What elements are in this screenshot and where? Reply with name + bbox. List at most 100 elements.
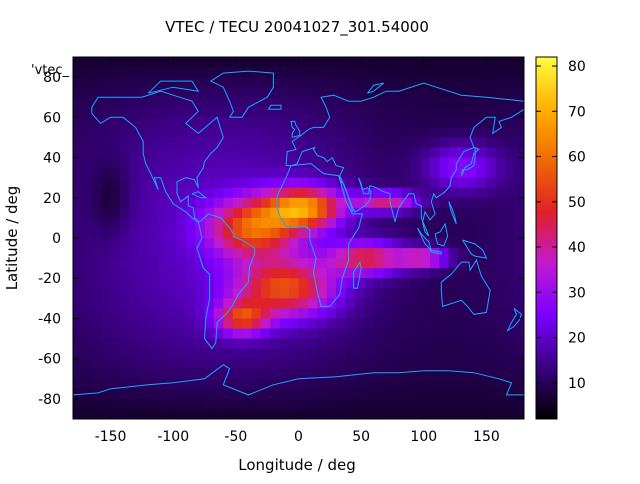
heatmap-cell — [176, 248, 187, 259]
heatmap-cell — [420, 338, 431, 350]
heatmap-cell — [401, 328, 412, 339]
heatmap-cell — [373, 117, 384, 128]
heatmap-cell — [213, 207, 224, 219]
heatmap-cell — [138, 238, 149, 249]
heatmap-cell — [486, 77, 497, 88]
heatmap-cell — [223, 117, 234, 128]
heatmap-cell — [260, 167, 271, 179]
heatmap-cell — [477, 288, 487, 299]
heatmap-cell — [364, 207, 375, 219]
heatmap-cell — [289, 368, 299, 380]
heatmap-cell — [73, 328, 83, 339]
heatmap-cell — [401, 248, 412, 259]
heatmap-cell — [373, 187, 384, 199]
heatmap-cell — [289, 318, 299, 329]
heatmap-cell — [101, 177, 111, 189]
heatmap-cell — [467, 338, 478, 350]
heatmap-cell — [91, 97, 102, 108]
heatmap-cell — [120, 398, 130, 410]
heatmap-cell — [420, 238, 431, 249]
heatmap-cell — [373, 288, 384, 299]
heatmap-cell — [82, 77, 93, 88]
heatmap-cell — [383, 358, 393, 370]
heatmap-cell — [401, 338, 412, 350]
heatmap-cell — [373, 388, 384, 400]
heatmap-cell — [289, 338, 299, 350]
heatmap-cell — [204, 77, 215, 88]
heatmap-cell — [167, 217, 177, 229]
heatmap-cell — [289, 258, 299, 269]
heatmap-cell — [185, 217, 196, 229]
heatmap-cell — [458, 238, 468, 249]
heatmap-cell — [129, 137, 140, 148]
heatmap-cell — [279, 318, 290, 329]
heatmap-cell — [364, 398, 375, 410]
heatmap-cell — [448, 107, 459, 118]
heatmap-cell — [458, 308, 468, 319]
heatmap-cell — [213, 298, 224, 309]
heatmap-cell — [345, 97, 356, 108]
heatmap-cell — [242, 97, 252, 108]
coastline — [434, 222, 449, 247]
heatmap-cell — [213, 408, 224, 420]
heatmap-cell — [298, 238, 309, 249]
heatmap-cell — [430, 127, 440, 138]
heatmap-cell — [411, 187, 422, 199]
heatmap-cell — [289, 197, 299, 209]
heatmap-cell — [439, 147, 450, 158]
heatmap-cell — [430, 227, 440, 239]
heatmap-cell — [298, 137, 309, 148]
heatmap-cell — [157, 328, 168, 339]
heatmap-cell — [120, 67, 130, 78]
heatmap-cell — [317, 177, 328, 189]
heatmap-cell — [477, 408, 487, 420]
heatmap-cell — [73, 57, 83, 68]
heatmap-cell — [279, 328, 290, 339]
heatmap-cell — [411, 408, 422, 420]
heatmap-cell — [430, 378, 440, 390]
heatmap-cell — [223, 177, 234, 189]
heatmap-cell — [326, 328, 337, 339]
heatmap-cell — [73, 378, 83, 390]
heatmap-cell — [354, 378, 365, 390]
heatmap-cell — [392, 258, 403, 269]
heatmap-cell — [383, 167, 393, 179]
heatmap-cell — [251, 77, 262, 88]
heatmap-cell — [477, 378, 487, 390]
heatmap-cell — [101, 197, 111, 209]
heatmap-cell — [91, 398, 102, 410]
heatmap-cell — [354, 167, 365, 179]
heatmap-cell — [289, 227, 299, 239]
heatmap-cell — [120, 328, 130, 339]
heatmap-cell — [232, 147, 243, 158]
heatmap-cell — [505, 227, 515, 239]
heatmap-cell — [185, 248, 196, 259]
heatmap-cell — [120, 258, 130, 269]
heatmap-cell — [430, 107, 440, 118]
heatmap-cell — [411, 338, 422, 350]
heatmap-cell — [185, 398, 196, 410]
heatmap-cell — [411, 258, 422, 269]
heatmap-cell — [326, 207, 337, 219]
heatmap-cell — [110, 238, 121, 249]
heatmap-cell — [373, 147, 384, 158]
heatmap-cell — [354, 278, 365, 289]
heatmap-cell — [110, 298, 121, 309]
y-tick-label: 20 — [43, 191, 61, 207]
heatmap-cell — [138, 378, 149, 390]
heatmap-cell — [213, 137, 224, 148]
heatmap-cell — [486, 117, 497, 128]
heatmap-cell — [298, 278, 309, 289]
heatmap-cell — [167, 177, 177, 189]
heatmap-cell — [195, 238, 205, 249]
heatmap-cell — [458, 368, 468, 380]
heatmap-cell — [260, 207, 271, 219]
heatmap-cell — [336, 388, 346, 400]
heatmap-cell — [73, 117, 83, 128]
heatmap-cell — [129, 408, 140, 420]
heatmap-cell — [185, 238, 196, 249]
heatmap-cell — [213, 378, 224, 390]
heatmap-cell — [420, 167, 431, 179]
heatmap-cell — [495, 408, 506, 420]
heatmap-cell — [279, 97, 290, 108]
